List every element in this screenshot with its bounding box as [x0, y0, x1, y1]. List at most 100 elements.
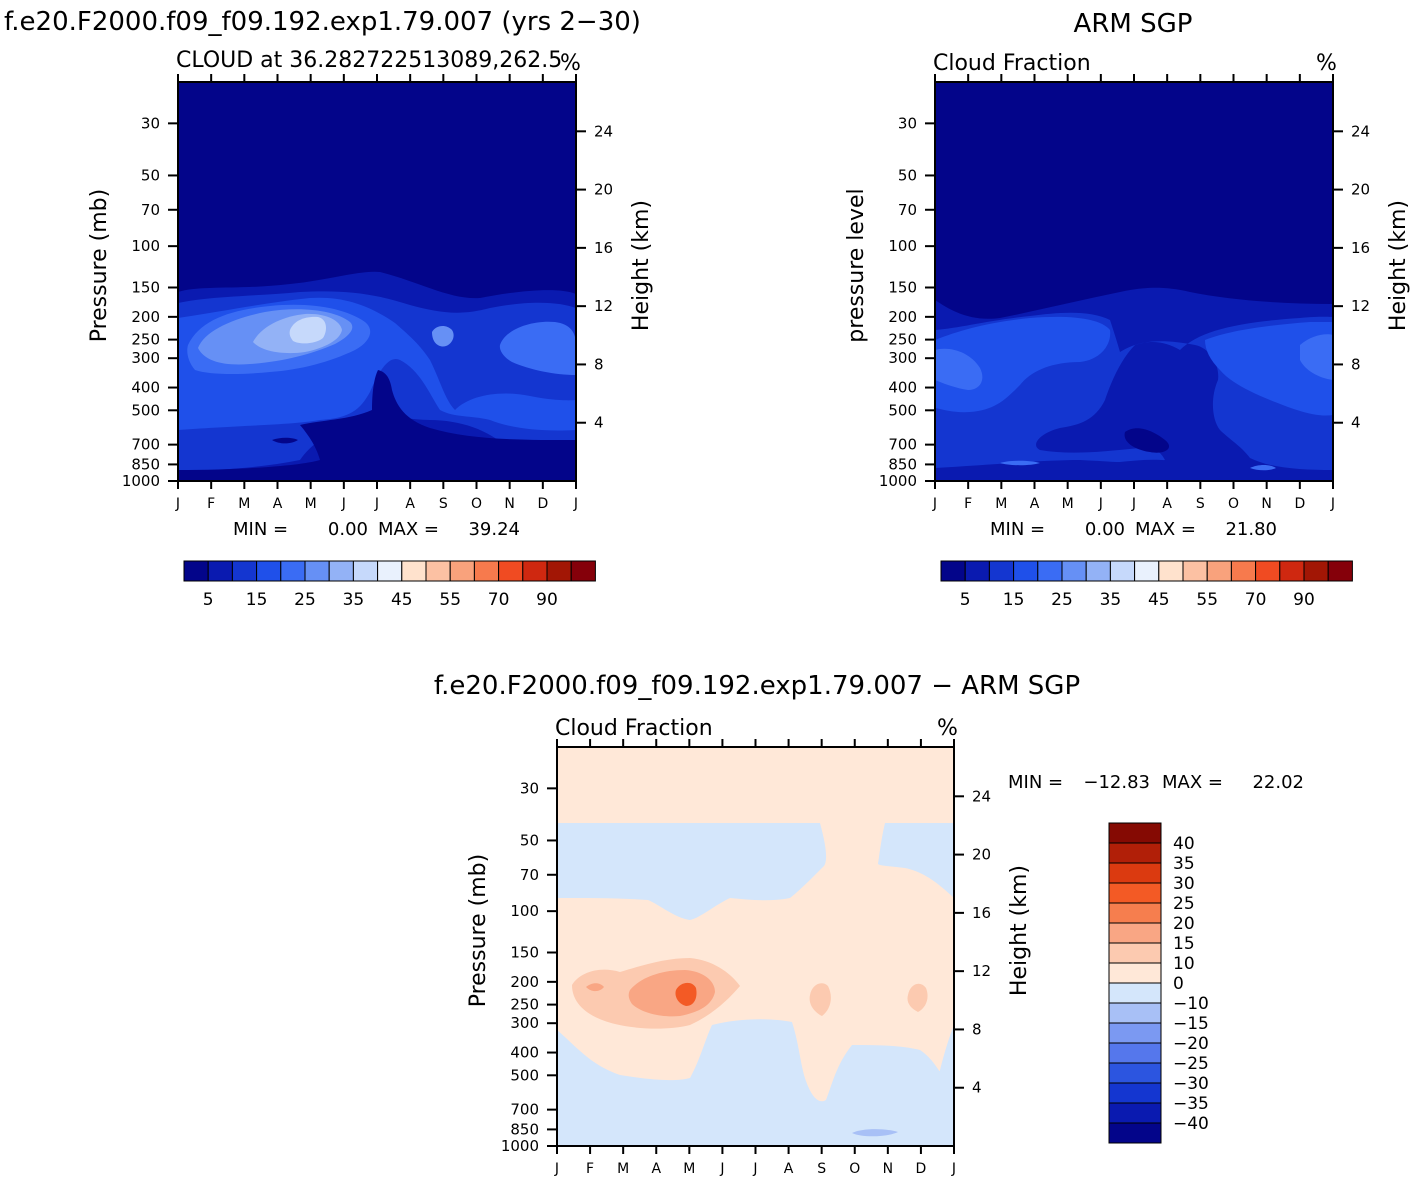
- diff-fill-pos-spots: [809, 983, 928, 1016]
- model-xtick-label: M: [305, 496, 317, 512]
- diff-max-value: 22.02: [1252, 772, 1304, 793]
- obs-xtick-label: S: [1196, 496, 1205, 512]
- diff-min-value: −12.83: [1083, 772, 1150, 793]
- model-xtick-label: J: [175, 496, 180, 512]
- model-colorbar-label: 90: [536, 590, 558, 610]
- diff-colorbar-swatch: [1108, 882, 1162, 904]
- obs-ytick-label: 50: [898, 166, 917, 184]
- obs-xtick-label: J: [1131, 496, 1136, 512]
- diff-ytick-label: 50: [520, 831, 539, 849]
- diff-colorbar-swatch: [1108, 962, 1162, 984]
- model-ytick-right-label: 16: [594, 239, 613, 257]
- diff-colorbar-swatch: [1108, 922, 1162, 944]
- model-colorbar-swatch: [546, 560, 572, 582]
- model-xtick-label: S: [439, 496, 448, 512]
- obs-colorbar-swatch: [1158, 560, 1184, 582]
- model-max-label: MAX =: [378, 519, 439, 540]
- diff-xtick-label: O: [849, 1161, 860, 1177]
- diff-colorbar-swatch: [1108, 842, 1162, 864]
- model-colorbar-label: 5: [203, 590, 214, 610]
- diff-colorbar-swatch: [1108, 1102, 1162, 1124]
- obs-colorbar-swatch: [1061, 560, 1087, 582]
- model-colorbar-swatch: [352, 560, 379, 582]
- model-ytick-label: 1000: [122, 472, 160, 490]
- obs-colorbar-swatch: [1206, 560, 1232, 582]
- diff-ytick-label: 500: [510, 1066, 539, 1084]
- obs-min-label: MIN =: [990, 519, 1045, 540]
- obs-colorbar-swatch: [1109, 560, 1136, 582]
- obs-colorbar-swatch: [1255, 560, 1281, 582]
- obs-contour-field: [935, 82, 1333, 481]
- diff-ytick-label: 250: [510, 996, 539, 1014]
- obs-xtick-label: N: [1261, 496, 1271, 512]
- obs-colorbar-label: 55: [1196, 590, 1218, 610]
- diff-xtick-label: N: [883, 1161, 893, 1177]
- model-ytick-right-label: 8: [594, 355, 604, 373]
- obs-xtick-label: J: [1330, 496, 1335, 512]
- model-ytick-label: 150: [131, 279, 160, 297]
- model-ytick-label: 100: [131, 237, 160, 255]
- model-ytick-label: 850: [131, 455, 160, 473]
- diff-ylabel-right: Height (km): [1007, 865, 1032, 996]
- model-colorbar: 5 15 25 35 45 55 70 90: [183, 560, 596, 610]
- model-fill-dark-core: [178, 370, 576, 481]
- obs-ytick-right-label: 4: [1351, 414, 1361, 432]
- model-ylabel: Pressure (mb): [87, 189, 112, 343]
- model-colorbar-label: 55: [439, 590, 461, 610]
- model-colorbar-swatch: [280, 560, 306, 582]
- diff-ytick-label: 300: [510, 1014, 539, 1032]
- diff-colorbar-swatch: [1108, 1062, 1162, 1084]
- model-colorbar-swatch: [425, 560, 451, 582]
- diff-ylabel: Pressure (mb): [466, 854, 491, 1008]
- obs-colorbar-swatch: [940, 560, 966, 582]
- obs-colorbar-label: 90: [1293, 590, 1315, 610]
- diff-ytick-label: 700: [510, 1101, 539, 1119]
- model-colorbar-swatch: [449, 560, 475, 582]
- obs-ytick-label: 100: [888, 237, 917, 255]
- diff-ytick-label: 150: [510, 944, 539, 962]
- obs-colorbar-swatch: [964, 560, 990, 582]
- diff-ytick-label: 200: [510, 973, 539, 991]
- obs-xtick-label: F: [964, 496, 972, 512]
- obs-ytick-right-label: 20: [1351, 181, 1370, 199]
- model-colorbar-swatch: [328, 560, 354, 582]
- obs-ytick-right-label: 16: [1351, 239, 1370, 257]
- obs-units: %: [1316, 51, 1337, 76]
- diff-xtick-label: S: [817, 1161, 826, 1177]
- obs-colorbar-swatch: [1013, 560, 1039, 582]
- obs-colorbar-swatch: [1230, 560, 1257, 582]
- obs-fill-3: [935, 316, 1333, 416]
- model-figure-title: f.e20.F2000.f09_f09.192.exp1.79.007 (yrs…: [4, 7, 641, 37]
- diff-colorbar-label: 25: [1173, 894, 1195, 914]
- obs-ytick-label: 300: [888, 349, 917, 367]
- diff-colorbar-label: 15: [1173, 934, 1195, 954]
- diff-xtick-label: J: [951, 1161, 956, 1177]
- diff-min-label: MIN =: [1008, 772, 1063, 793]
- obs-colorbar-label: 15: [1003, 590, 1025, 610]
- obs-fill-dark-band: [935, 459, 1333, 481]
- obs-max-label: MAX =: [1135, 519, 1196, 540]
- obs-xtick-label: J: [932, 496, 937, 512]
- model-ytick-right-label: 4: [594, 414, 604, 432]
- diff-colorbar-label: −20: [1173, 1034, 1209, 1054]
- obs-colorbar: 5 15 25 35 45 55 70 90: [940, 560, 1353, 610]
- obs-ytick-right-label: 8: [1351, 355, 1361, 373]
- model-fill-7: [289, 316, 326, 344]
- obs-ytick-label: 850: [888, 455, 917, 473]
- model-plot-title: CLOUD at 36.282722513089,262.5: [176, 48, 562, 73]
- diff-contour-field: [557, 747, 954, 1146]
- obs-ytick-label: 700: [888, 436, 917, 454]
- diff-colorbar-swatch: [1108, 982, 1162, 1004]
- diff-xtick-label: D: [916, 1161, 927, 1177]
- obs-ytick-label: 30: [898, 114, 917, 132]
- panel-diff: f.e20.F2000.f09_f09.192.exp1.79.007 − AR…: [434, 671, 1304, 1177]
- obs-xtick-label: O: [1228, 496, 1239, 512]
- model-colorbar-swatch: [498, 560, 524, 582]
- diff-xtick-label: M: [683, 1161, 695, 1177]
- obs-max-value: 21.80: [1225, 519, 1277, 540]
- diff-colorbar-swatch: [1108, 862, 1162, 884]
- diff-colorbar-label: −40: [1173, 1114, 1209, 1134]
- diff-ytick-right-label: 4: [972, 1079, 982, 1097]
